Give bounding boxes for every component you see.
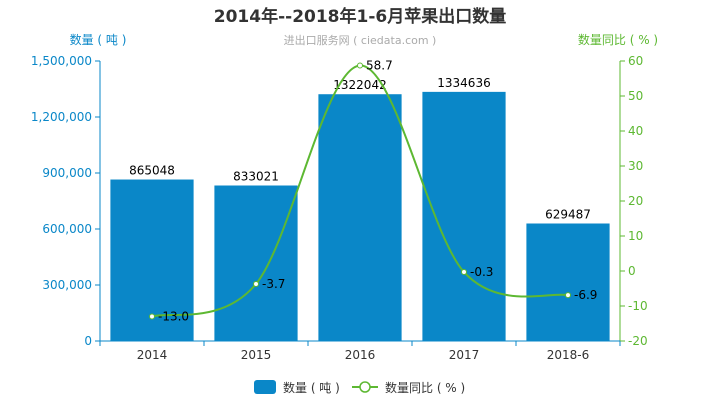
legend-line-label: 数量同比 ( % )	[385, 380, 465, 395]
plot-area: 0 300,000 600,000 900,000 1,200,000 1,500,000…	[31, 54, 648, 362]
line-value-label: -6.9	[574, 288, 597, 302]
bar-value-label: 833021	[233, 170, 279, 184]
chart-title: 2014年--2018年1-6月苹果出口数量	[214, 6, 506, 27]
y-right-tick-label: -20	[628, 334, 648, 348]
line-point-2016	[357, 62, 363, 69]
y-right-tick-label: 0	[628, 264, 636, 278]
bar-value-label: 865048	[129, 164, 175, 178]
y-right-tick-label: 30	[628, 159, 643, 173]
line-point-2017	[461, 269, 467, 276]
y-left-tick-label: 900,000	[42, 166, 92, 180]
bar-2016	[318, 94, 402, 341]
bar-value-label: 1334636	[437, 76, 490, 90]
line-value-label: 58.7	[366, 59, 393, 73]
line-value-label: -13.0	[158, 310, 189, 324]
y-right-tick-label: 20	[628, 194, 643, 208]
y-right-tick-label: 60	[628, 54, 643, 68]
bar-value-label: 629487	[545, 207, 591, 221]
chart-subtitle: 进出口服务网 ( ciedata.com )	[284, 33, 437, 47]
line-value-label: -3.7	[262, 277, 285, 291]
y-left-tick-label: 1,500,000	[31, 54, 92, 68]
bar-value-label: 1322042	[333, 78, 386, 92]
y-right-tick-label: 50	[628, 89, 643, 103]
y-axis-right-title: 数量同比 ( % )	[578, 32, 658, 47]
legend-bar-label: 数量 ( 吨 )	[283, 380, 340, 395]
bar-2015	[214, 185, 298, 341]
y-left-tick-label: 1,200,000	[31, 110, 92, 124]
x-tick-label: 2018-6	[547, 348, 590, 362]
line-value-label: -0.3	[470, 265, 493, 279]
legend[interactable]: 数量 ( 吨 ) 数量同比 ( % )	[254, 380, 465, 395]
x-tick-label: 2015	[241, 348, 272, 362]
y-right-tick-label: -10	[628, 299, 648, 313]
x-tick-label: 2014	[137, 348, 168, 362]
x-tick-label: 2016	[345, 348, 376, 362]
x-tick-label: 2017	[449, 348, 480, 362]
legend-line-marker	[359, 381, 371, 393]
line-point-2014	[149, 313, 155, 320]
y-right-tick-label: 40	[628, 124, 643, 138]
y-left-tick-label: 600,000	[42, 222, 92, 236]
y-left-tick-label: 300,000	[42, 278, 92, 292]
bar-2018-6	[526, 223, 610, 341]
line-point-2018-6	[565, 292, 571, 299]
y-right-tick-label: 10	[628, 229, 643, 243]
legend-bar-swatch	[254, 380, 276, 394]
y-left-tick-label: 0	[84, 334, 92, 348]
y-axis-left-title: 数量 ( 吨 )	[70, 32, 127, 47]
line-point-2015	[253, 280, 259, 287]
